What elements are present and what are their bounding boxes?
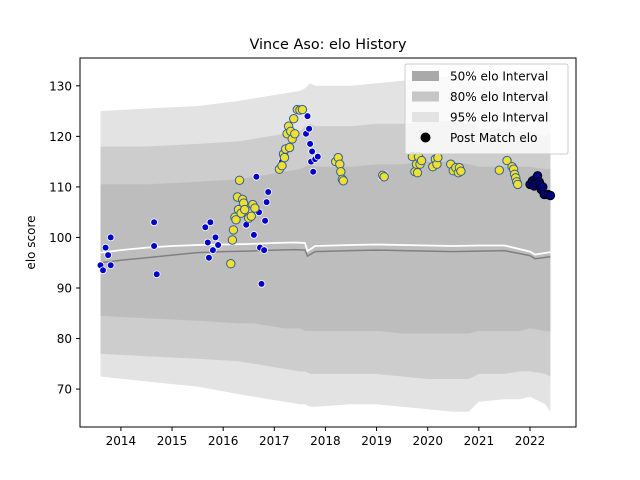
point-yellow xyxy=(336,167,346,177)
point-blue xyxy=(150,242,158,250)
legend-frame xyxy=(404,63,569,155)
point-blue xyxy=(313,152,322,161)
x-tick-label: 2017 xyxy=(259,434,290,448)
y-axis: 70 80 90 100 110 120 130 xyxy=(49,79,80,397)
point-blue xyxy=(209,246,217,254)
point-yellow xyxy=(416,155,427,166)
point-yellow xyxy=(494,165,504,175)
point-yellow xyxy=(228,225,239,235)
legend-label: 50% elo Interval xyxy=(450,70,548,84)
x-tick-label: 2022 xyxy=(515,434,546,448)
legend-swatch xyxy=(412,91,439,102)
point-blue xyxy=(257,280,266,288)
trend-lines xyxy=(100,241,551,264)
point-yellow xyxy=(231,215,241,225)
point-yellow xyxy=(226,259,236,269)
legend-label: 80% elo Interval xyxy=(450,90,548,104)
point-yellow xyxy=(277,161,287,171)
x-tick-label: 2019 xyxy=(361,434,392,448)
point-blue xyxy=(261,217,269,225)
point-blue xyxy=(206,218,215,227)
plot-frame xyxy=(79,57,577,428)
y-tick-label: 130 xyxy=(49,79,72,93)
point-dark xyxy=(545,190,556,201)
point-blue xyxy=(250,231,258,239)
band-50 xyxy=(100,161,551,334)
point-yellow xyxy=(379,172,389,182)
point-blue xyxy=(201,223,210,232)
x-axis: 2014 2015 2016 2017 2018 2019 2020 2021 2022 xyxy=(106,427,546,448)
point-yellow xyxy=(250,203,260,213)
point-yellow xyxy=(289,114,299,124)
point-blue xyxy=(303,112,312,120)
point-dark xyxy=(538,182,548,192)
x-tick-label: 2018 xyxy=(310,434,341,448)
point-blue xyxy=(106,233,115,242)
point-yellow xyxy=(433,152,443,163)
point-yellow xyxy=(284,142,295,153)
point-blue xyxy=(252,173,261,181)
point-blue xyxy=(305,125,313,133)
point-yellow xyxy=(297,104,308,115)
point-blue xyxy=(214,241,222,249)
point-yellow xyxy=(502,155,512,166)
point-blue xyxy=(106,261,115,270)
legend-label: Post Match elo xyxy=(450,131,537,145)
point-blue xyxy=(204,238,212,247)
point-blue xyxy=(152,270,161,279)
point-blue xyxy=(309,167,318,176)
x-tick-label: 2015 xyxy=(157,434,188,448)
point-blue xyxy=(104,251,112,259)
y-tick-label: 70 xyxy=(57,383,72,397)
point-blue xyxy=(260,246,268,254)
point-yellow xyxy=(279,152,290,163)
legend-label: 95% elo Interval xyxy=(450,111,548,125)
point-yellow xyxy=(227,235,238,245)
match-points xyxy=(96,104,556,288)
point-yellow xyxy=(246,211,257,221)
point-yellow xyxy=(290,129,300,139)
point-blue xyxy=(205,253,213,262)
x-tick-label: 2016 xyxy=(208,434,239,448)
point-blue xyxy=(264,188,273,196)
point-blue xyxy=(101,243,110,252)
y-tick-label: 100 xyxy=(49,231,72,245)
point-blue xyxy=(262,198,271,206)
point-blue xyxy=(306,140,314,148)
point-blue xyxy=(150,218,158,227)
mean-line xyxy=(100,241,551,256)
median-line xyxy=(100,248,551,264)
point-yellow xyxy=(338,176,348,186)
point-yellow xyxy=(412,168,423,178)
x-tick-label: 2014 xyxy=(106,434,137,448)
point-blue xyxy=(308,147,316,156)
legend-swatch xyxy=(412,71,439,81)
y-axis-label: elo score xyxy=(24,215,38,269)
legend: 50% elo Interval 80% elo Interval 95% elo … xyxy=(404,63,569,155)
x-tick-label: 2020 xyxy=(412,434,443,448)
point-blue xyxy=(99,266,107,275)
y-tick-label: 80 xyxy=(57,332,72,346)
y-tick-label: 110 xyxy=(49,180,72,194)
y-tick-label: 90 xyxy=(57,281,72,295)
point-yellow xyxy=(240,204,250,215)
y-tick-label: 120 xyxy=(49,130,72,144)
legend-swatch xyxy=(412,112,439,122)
chart-title: Vince Aso: elo History xyxy=(250,37,407,53)
point-yellow xyxy=(234,175,245,186)
point-yellow xyxy=(456,166,466,176)
point-yellow xyxy=(513,179,523,190)
x-tick-label: 2021 xyxy=(464,434,495,448)
point-blue xyxy=(211,233,220,242)
legend-marker xyxy=(420,132,431,143)
